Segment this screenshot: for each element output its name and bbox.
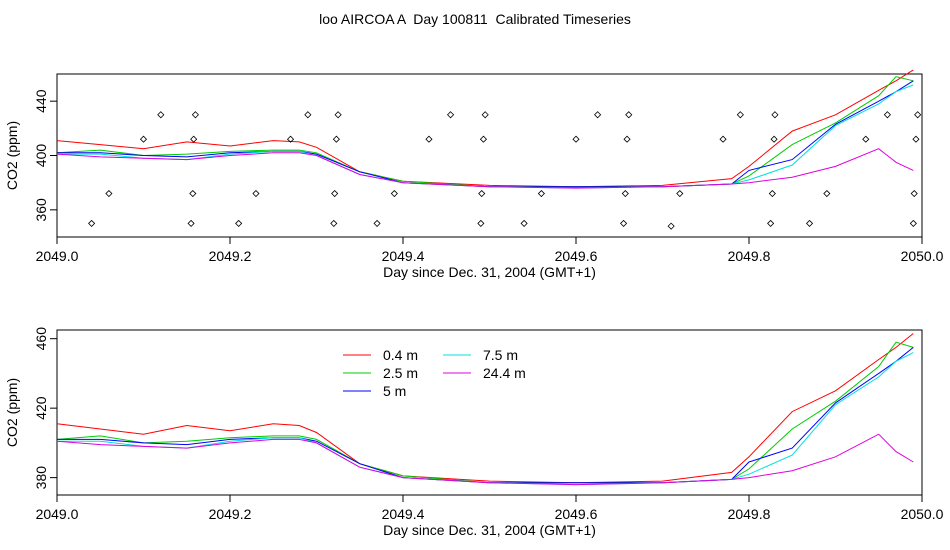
flag-point [621,220,627,226]
flag-point [626,112,632,118]
flag-point [915,112,921,118]
flag-point [448,112,454,118]
y-tick-label: 360 [33,198,49,222]
flag-point [884,112,890,118]
flag-point [158,112,164,118]
flag-point [374,220,380,226]
flag-point [720,136,726,142]
flag-point [391,191,397,197]
y-tick-label: 460 [33,327,49,351]
series-line-2-5-mm [57,77,913,187]
flag-point [769,191,775,197]
y-tick-label: 440 [33,89,49,113]
top-chart: 2049.0 2049.2 2049.4 2049.6 2049.8 2050.0 360 4… [0,0,950,300]
flag-point [305,112,311,118]
flag-point [595,112,601,118]
flag-point [426,136,432,142]
flag-point [190,191,196,197]
legend-label: 7.5 m [483,347,518,363]
x-tick-label: 2049.0 [36,506,79,522]
flag-point [771,136,777,142]
flag-point [913,136,919,142]
legend-label: 2.5 m [383,365,418,381]
flag-point [863,136,869,142]
y-tick-label: 380 [33,466,49,490]
flag-point [141,136,147,142]
x-tick-label: 2049.6 [555,506,598,522]
flag-point [236,220,242,226]
flag-point [332,191,338,197]
x-tick-label: 2049.8 [728,506,771,522]
flag-point [624,136,630,142]
flag-point [910,220,916,226]
flag-point [772,112,778,118]
flag-point [335,112,341,118]
flag-point [89,220,95,226]
flag-point [737,112,743,118]
series-line-24-4-mm [57,434,913,484]
x-tick-label: 2049.4 [382,506,425,522]
flag-point [482,112,488,118]
y-tick-label: 420 [33,396,49,420]
flag-point [331,220,337,226]
legend-label: 0.4 m [383,347,418,363]
plot-frame [57,74,922,237]
x-axis-label: Day since Dec. 31, 2004 (GMT+1) [383,522,596,538]
y-axis-label: CO2 (ppm) [4,121,20,190]
legend-label: 24.4 m [483,365,526,381]
flag-point [538,191,544,197]
x-tick-label: 2049.8 [728,248,771,264]
flag-point [911,191,917,197]
bottom-chart: 2049.0 2049.2 2049.4 2049.6 2049.8 2050.0 380 4… [0,300,950,550]
y-tick-label: 400 [33,144,49,168]
flag-point [677,191,683,197]
flag-point [479,191,485,197]
y-axis-label: CO2 (ppm) [4,378,20,447]
flag-point [106,191,112,197]
flag-point [521,220,527,226]
x-tick-label: 2050.0 [901,506,944,522]
flag-point [768,220,774,226]
x-tick-label: 2049.4 [382,248,425,264]
flag-point [824,191,830,197]
flag-point [253,191,259,197]
flag-point [573,136,579,142]
flag-point [333,136,339,142]
flag-point [188,220,194,226]
x-tick-label: 2049.0 [36,248,79,264]
flag-point [480,136,486,142]
x-tick-label: 2049.6 [555,248,598,264]
flag-point [668,223,674,229]
x-tick-label: 2049.2 [209,506,252,522]
series-line-2-5-mm [57,342,913,483]
series-line-0-4-mm [57,70,913,187]
flag-point [192,112,198,118]
flag-point [807,220,813,226]
x-tick-label: 2050.0 [901,248,944,264]
series-line-5-mm [57,81,913,187]
flag-point [478,220,484,226]
flag-point [191,136,197,142]
legend-label: 5 m [383,383,406,399]
flag-point [622,191,628,197]
x-axis-label: Day since Dec. 31, 2004 (GMT+1) [383,264,596,280]
x-tick-label: 2049.2 [209,248,252,264]
